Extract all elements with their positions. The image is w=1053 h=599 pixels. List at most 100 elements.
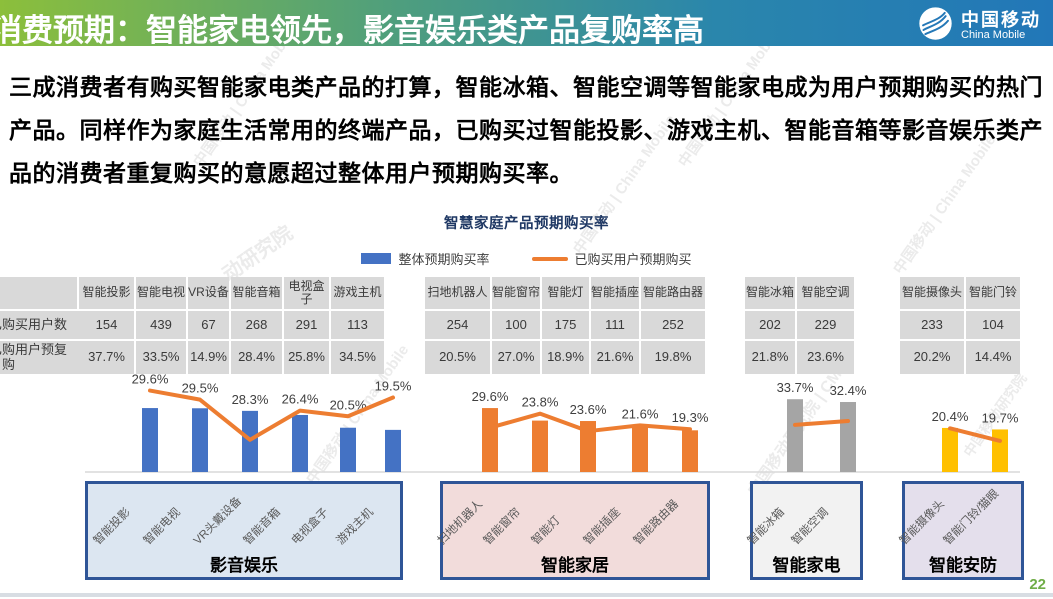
bar-value-label: 23.8% bbox=[522, 395, 559, 410]
intro-paragraph: 三成消费者有购买智能家电类产品的打算，智能冰箱、智能空调等智能家电成为用户预期购… bbox=[9, 74, 1043, 186]
repurchase-line-智能家电 bbox=[793, 419, 850, 427]
table-col-header: 智能冰箱 bbox=[745, 277, 795, 309]
bar-智能空调 bbox=[840, 402, 856, 472]
bar-value-label: 26.4% bbox=[282, 392, 319, 407]
table-col-header: 智能路由器 bbox=[641, 277, 705, 309]
table-users-cell: 439 bbox=[136, 311, 186, 339]
axis-label: VR头戴设备 bbox=[191, 494, 245, 548]
bar-value-label: 19.5% bbox=[375, 378, 412, 393]
brand-block: 中国移动 China Mobile bbox=[917, 5, 1041, 47]
bar-智能灯 bbox=[580, 421, 596, 472]
table-repurchase-cell: 18.9% bbox=[542, 341, 589, 374]
table-users-cell: 268 bbox=[231, 311, 282, 339]
table-users-cell: 111 bbox=[591, 311, 639, 339]
chart-legend: 整体预期购买率 已购买用户预期购买 bbox=[0, 249, 1053, 268]
axis-label: 智能音箱 bbox=[241, 506, 283, 548]
table-users-cell: 202 bbox=[745, 311, 795, 339]
china-mobile-logo-icon bbox=[917, 5, 954, 47]
axis-label: 智能插座 bbox=[581, 506, 623, 548]
table-users-cell: 233 bbox=[900, 311, 964, 339]
table-users-cell: 291 bbox=[284, 311, 329, 339]
table-users-cell: 104 bbox=[966, 311, 1020, 339]
axis-label: 智能门铃/猫眼 bbox=[941, 487, 1002, 548]
category-box-影音娱乐: 智能投影 智能电视 VR头戴设备 智能音箱 电视盒子 游戏主机 影音娱乐 bbox=[85, 481, 403, 580]
bar-value-label: 23.6% bbox=[570, 402, 607, 417]
brand-text: 中国移动 China Mobile bbox=[961, 9, 1041, 41]
legend-item-repurchase: 已购买用户预期购买 bbox=[531, 249, 692, 268]
bar-value-label: 20.4% bbox=[932, 409, 969, 424]
bottom-divider bbox=[0, 593, 1053, 597]
table-col-header: 智能空调 bbox=[797, 277, 854, 309]
table-repurchase-cell: 21.6% bbox=[591, 341, 639, 374]
bar-智能门铃 bbox=[992, 429, 1008, 472]
category-box-智能安防: 智能摄像头 智能门铃/猫眼智能安防 bbox=[898, 481, 1024, 580]
table-users-cell: 100 bbox=[492, 311, 540, 339]
table-row-label: 已购买用户数 bbox=[0, 311, 79, 339]
bar-智能窗帘 bbox=[532, 420, 548, 472]
bar-扫地机器人 bbox=[482, 408, 498, 472]
table-col-header: 游戏主机 bbox=[331, 277, 384, 309]
table-repurchase-cell: 14.9% bbox=[188, 341, 229, 374]
table-corner-cell bbox=[0, 277, 77, 309]
table-repurchase-cell: 33.5% bbox=[136, 341, 186, 374]
bar-value-label: 21.6% bbox=[622, 406, 659, 421]
page-number: 22 bbox=[1029, 576, 1046, 593]
table-col-header: 智能摄像头 bbox=[900, 277, 964, 309]
axis-label: 智能电视 bbox=[141, 506, 183, 548]
bar-value-label: 33.7% bbox=[777, 380, 814, 395]
table-col-header: 智能窗帘 bbox=[492, 277, 540, 309]
table-repurchase-cell: 37.7% bbox=[79, 341, 134, 374]
table-users-cell: 154 bbox=[79, 311, 134, 339]
table-row-label: 已购用户预复购 bbox=[0, 341, 79, 374]
bar-value-label: 32.4% bbox=[830, 383, 867, 398]
axis-label: 扫地机器人 bbox=[435, 498, 485, 548]
bar-智能摄像头 bbox=[942, 427, 958, 472]
table-col-header: 智能门铃 bbox=[966, 277, 1020, 309]
category-box-title: 影音娱乐 bbox=[210, 556, 278, 575]
axis-label: 智能灯 bbox=[529, 514, 563, 548]
axis-label: 智能投影 bbox=[91, 506, 133, 548]
category-box-title: 智能家居 bbox=[541, 556, 609, 575]
bar-智能路由器 bbox=[682, 430, 698, 472]
table-users-cell: 175 bbox=[542, 311, 589, 339]
bar-value-label: 28.3% bbox=[232, 392, 269, 407]
table-col-header: 智能电视 bbox=[136, 277, 186, 309]
brand-name-cn: 中国移动 bbox=[961, 9, 1041, 30]
category-box-title: 智能安防 bbox=[929, 556, 997, 575]
table-repurchase-cell: 28.4% bbox=[231, 341, 282, 374]
axis-label: 智能冰箱 bbox=[745, 506, 787, 548]
table-repurchase-cell: 23.6% bbox=[797, 341, 854, 374]
axis-label: 电视盒子 bbox=[289, 506, 331, 548]
table-repurchase-cell: 21.8% bbox=[745, 341, 795, 374]
bar-value-label: 20.5% bbox=[330, 397, 367, 412]
table-users-cell: 67 bbox=[188, 311, 229, 339]
header-bar: 消费预期：智能家电领先，影音娱乐类产品复购率高 中国移动 China Mobil… bbox=[0, 0, 1053, 48]
bar-智能冰箱 bbox=[787, 399, 803, 472]
legend-line-swatch-icon bbox=[531, 256, 568, 261]
category-box-智能家居: 扫地机器人 智能窗帘 智能灯 智能插座 智能路由器智能家居 bbox=[436, 481, 710, 580]
legend-label: 已购买用户预期购买 bbox=[574, 252, 692, 267]
bar-line-chart: 29.6% 29.5% 28.3% 26.4% 20.5% 19.5% 29.6% 23.8%… bbox=[85, 372, 1020, 473]
bar-智能投影 bbox=[142, 408, 158, 472]
table-repurchase-cell: 19.8% bbox=[641, 341, 705, 374]
table-repurchase-cell: 25.8% bbox=[284, 341, 329, 374]
repurchase-line-智能安防 bbox=[948, 426, 1002, 443]
table-col-header: 智能音箱 bbox=[231, 277, 282, 309]
axis-label: 智能窗帘 bbox=[481, 506, 523, 548]
table-col-header: 电视盒子 bbox=[284, 277, 329, 309]
legend-item-overall: 整体预期购买率 bbox=[361, 249, 490, 268]
table-col-header: VR设备 bbox=[188, 277, 229, 309]
category-box-title: 智能家电 bbox=[772, 556, 841, 575]
table-repurchase-cell: 20.2% bbox=[900, 341, 964, 374]
bar-电视盒子 bbox=[340, 427, 356, 472]
table-col-header: 智能插座 bbox=[591, 277, 639, 309]
legend-bar-swatch-icon bbox=[361, 253, 392, 264]
axis-label: 智能摄像头 bbox=[897, 498, 947, 548]
table-col-header: 智能投影 bbox=[79, 277, 134, 309]
axis-label: 智能路由器 bbox=[631, 498, 681, 548]
brand-name-en: China Mobile bbox=[961, 28, 1026, 41]
table-users-cell: 113 bbox=[331, 311, 384, 339]
category-box-智能家电: 智能冰箱 智能空调 智能家电 bbox=[746, 481, 863, 580]
bar-value-label: 19.3% bbox=[672, 410, 709, 425]
